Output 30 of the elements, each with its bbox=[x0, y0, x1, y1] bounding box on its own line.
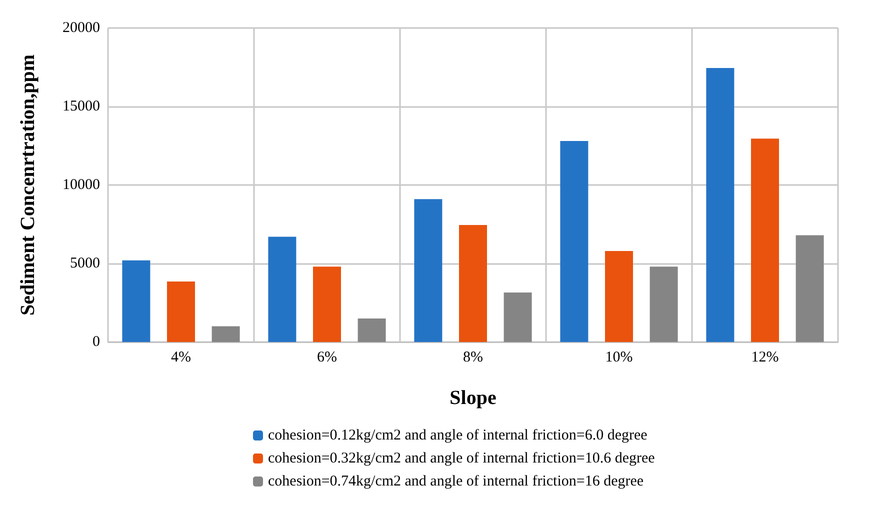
legend-label: cohesion=0.32kg/cm2 and angle of internal friction=10.6 degree bbox=[268, 450, 656, 466]
x-tick-label: 6% bbox=[317, 350, 337, 366]
y-axis-title: Sediment Concenrtration,ppm bbox=[17, 54, 39, 316]
y-tick-label: 5000 bbox=[70, 256, 100, 272]
y-tick-label: 15000 bbox=[62, 98, 100, 114]
bar bbox=[706, 68, 734, 342]
bar bbox=[414, 199, 442, 342]
bar bbox=[313, 266, 341, 342]
bar bbox=[751, 138, 779, 342]
bar bbox=[212, 326, 240, 342]
bar bbox=[504, 292, 532, 342]
x-tick-label: 12% bbox=[751, 350, 779, 366]
x-tick-label: 4% bbox=[171, 350, 191, 366]
bar bbox=[560, 141, 588, 342]
legend-label: cohesion=0.12kg/cm2 and angle of internal friction=6.0 degree bbox=[268, 428, 648, 444]
bar bbox=[167, 282, 195, 342]
y-tick-label: 10000 bbox=[62, 177, 100, 193]
bar bbox=[358, 318, 386, 342]
bar bbox=[459, 225, 487, 342]
y-tick-label: 20000 bbox=[62, 20, 100, 36]
bar bbox=[122, 260, 150, 342]
y-tick-label: 0 bbox=[92, 334, 100, 350]
bar bbox=[650, 266, 678, 342]
bar bbox=[605, 250, 633, 342]
x-axis-title: Slope bbox=[450, 387, 496, 409]
x-tick-label: 10% bbox=[605, 350, 633, 366]
legend-label: cohesion=0.74kg/cm2 and angle of internal friction=16 degree bbox=[268, 474, 644, 490]
bar bbox=[796, 235, 824, 342]
x-tick-label: 8% bbox=[463, 350, 483, 366]
bar bbox=[268, 236, 296, 342]
